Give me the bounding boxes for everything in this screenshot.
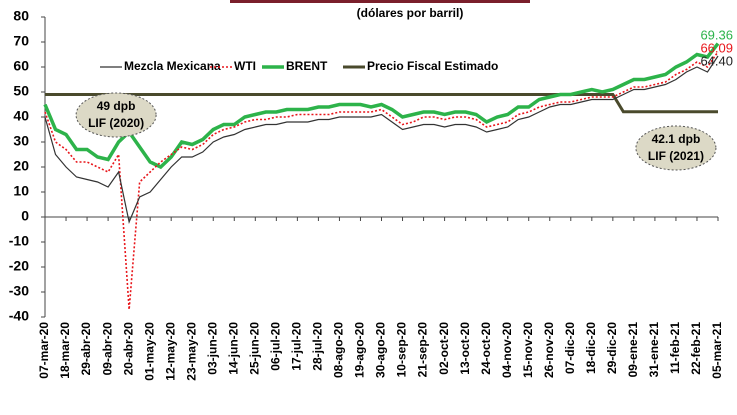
x-tick-label: 06-jul-20 [269, 322, 283, 371]
series-line [45, 93, 718, 114]
x-tick-label: 11-feb-21 [668, 322, 682, 374]
y-tick-label: 70 [13, 33, 29, 49]
x-tick-label: 04-nov-20 [500, 322, 514, 378]
x-tick-label: 07-mar-20 [37, 322, 51, 379]
x-tick-label: 28-jul-20 [311, 322, 325, 371]
annotation-text: LIF (2020) [88, 116, 144, 130]
y-tick-label: -40 [9, 308, 29, 324]
annotation-bubble [75, 92, 157, 138]
x-tick-label: 31-ene-21 [647, 322, 661, 378]
annotation-bubble [635, 125, 717, 171]
y-tick-label: -30 [9, 283, 29, 299]
y-tick-label: -20 [9, 258, 29, 274]
x-tick-label: 02-oct-20 [437, 322, 451, 375]
end-value-label: 66.09 [700, 40, 733, 55]
x-tick-label: 03-jun-20 [205, 322, 219, 375]
x-tick-label: 07-dic-20 [563, 322, 577, 374]
y-tick-label: 0 [21, 208, 29, 224]
y-tick-label: 80 [13, 8, 29, 24]
x-tick-label: 22-feb-21 [689, 322, 703, 375]
chart-subtitle: (dólares por barril) [357, 6, 464, 20]
x-tick-label: 25-jun-20 [247, 322, 261, 375]
cropped-title [230, 0, 530, 3]
x-tick-label: 17-jul-20 [290, 322, 304, 371]
x-tick-label: 20-abr-20 [121, 322, 135, 376]
x-tick-label: 09-abr-20 [100, 322, 114, 376]
series-line [44, 55, 719, 225]
x-tick-label: 12-may-20 [163, 322, 177, 381]
y-tick-label: 20 [13, 158, 29, 174]
end-value-label: 69.36 [700, 27, 733, 42]
y-tick-label: 50 [13, 83, 29, 99]
x-tick-label: 10-sep-20 [395, 322, 409, 378]
legend-label: Precio Fiscal Estimado [367, 59, 498, 73]
x-tick-label: 05-mar-21 [710, 322, 724, 379]
x-tick-label: 18-dic-20 [584, 322, 598, 374]
x-tick-label: 14-jun-20 [226, 322, 240, 375]
x-tick-label: 18-mar-20 [58, 322, 72, 379]
x-tick-label: 19-ago-20 [353, 322, 367, 378]
annotation-text: 42.1 dpb [652, 132, 701, 146]
legend-label: WTI [234, 59, 256, 73]
y-tick-label: -10 [9, 233, 29, 249]
x-tick-label: 29-dic-20 [605, 322, 619, 374]
y-tick-label: 30 [13, 133, 29, 149]
annotation-text: LIF (2021) [648, 149, 704, 163]
series-line [43, 42, 720, 170]
x-tick-label: 26-nov-20 [542, 322, 556, 378]
x-tick-label: 23-may-20 [184, 322, 198, 381]
x-tick-label: 29-abr-20 [79, 322, 93, 376]
y-tick-label: 10 [13, 183, 29, 199]
x-tick-label: 15-nov-20 [521, 322, 535, 378]
series-line [44, 51, 719, 310]
x-tick-label: 01-may-20 [142, 322, 156, 381]
x-tick-label: 09-ene-21 [626, 322, 640, 378]
y-tick-label: 60 [13, 58, 29, 74]
y-tick-label: 40 [13, 108, 29, 124]
x-tick-label: 13-oct-20 [458, 322, 472, 375]
legend-label: BRENT [286, 59, 328, 73]
annotation-text: 49 dpb [97, 99, 136, 113]
x-tick-label: 08-ago-20 [332, 322, 346, 378]
legend-label: Mezcla Mexicana [124, 59, 221, 73]
end-value-label: 64.40 [700, 53, 733, 68]
x-tick-label: 30-ago-20 [374, 322, 388, 378]
x-tick-label: 21-sep-20 [416, 322, 430, 378]
x-tick-label: 24-oct-20 [479, 322, 493, 375]
